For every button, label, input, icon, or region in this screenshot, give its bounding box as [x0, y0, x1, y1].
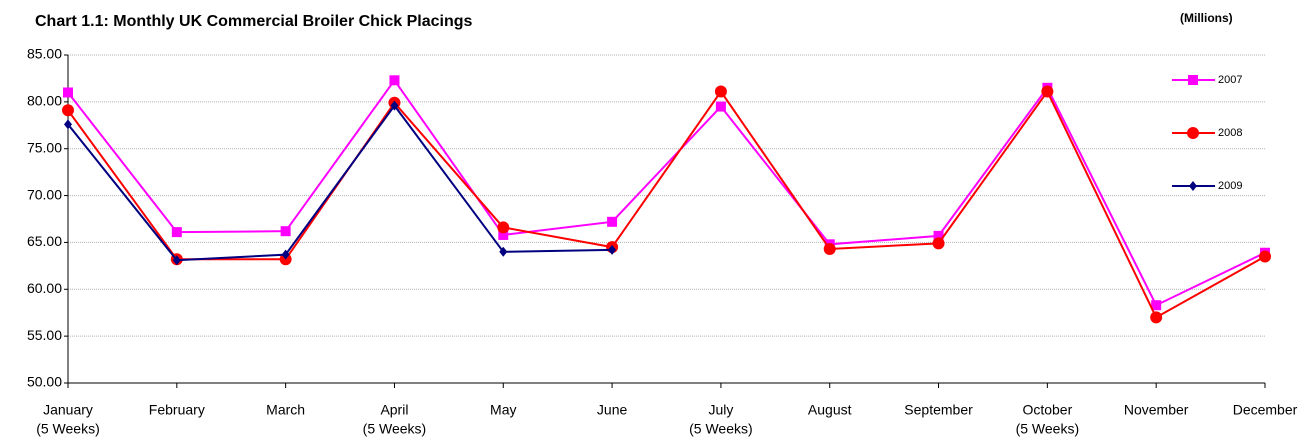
data-point — [1259, 250, 1271, 263]
x-tick-label: July — [708, 402, 733, 418]
y-tick-label: 60.00 — [27, 280, 62, 296]
x-tick-sublabel: (5 Weeks) — [1016, 421, 1080, 437]
data-point — [497, 221, 510, 234]
data-point — [932, 237, 945, 250]
x-tick-sublabel: (5 Weeks) — [36, 421, 100, 437]
y-tick-label: 85.00 — [27, 46, 62, 62]
data-point — [607, 216, 618, 227]
data-point — [933, 230, 944, 241]
data-point — [499, 246, 508, 257]
data-point — [390, 100, 399, 111]
x-tick-label: March — [266, 402, 305, 418]
data-point — [714, 85, 727, 98]
x-tick-sublabel: (5 Weeks) — [363, 421, 427, 437]
data-point — [64, 119, 72, 130]
data-point — [715, 101, 726, 112]
data-point — [281, 249, 290, 260]
x-tick-label: April — [380, 402, 408, 418]
x-tick-label: September — [904, 402, 973, 418]
data-point — [389, 75, 400, 86]
data-point — [63, 87, 73, 98]
y-tick-label: 55.00 — [27, 327, 62, 343]
series-line — [67, 78, 1266, 307]
data-point — [1150, 311, 1163, 324]
x-tick-label: November — [1124, 402, 1189, 418]
y-tick-label: 65.00 — [27, 233, 62, 249]
x-tick-label: June — [597, 402, 628, 418]
data-point — [1041, 85, 1054, 98]
x-tick-label: August — [808, 402, 852, 418]
data-point — [498, 229, 509, 240]
series-line — [67, 89, 1266, 319]
legend-label: 2007 — [1218, 74, 1242, 86]
data-point — [171, 227, 182, 238]
legend-label: 2009 — [1218, 180, 1242, 192]
x-tick-sublabel: (5 Weeks) — [689, 421, 753, 437]
x-tick-label: February — [149, 402, 205, 418]
y-tick-label: 50.00 — [27, 374, 62, 390]
chart-title: Chart 1.1: Monthly UK Commercial Broiler… — [35, 13, 473, 30]
y-tick-label: 80.00 — [27, 93, 62, 109]
y-tick-label: 70.00 — [27, 186, 62, 202]
x-tick-label: May — [490, 402, 516, 418]
legend-label: 2008 — [1218, 127, 1242, 139]
data-point — [608, 244, 617, 255]
data-point — [1151, 300, 1162, 311]
unit-label: (Millions) — [1180, 11, 1233, 25]
series-line — [67, 103, 613, 262]
legend-marker — [1189, 181, 1197, 191]
x-tick-label: October — [1022, 402, 1072, 418]
data-point — [62, 104, 74, 117]
data-point — [823, 242, 836, 255]
data-point — [172, 255, 181, 266]
x-tick-label: December — [1233, 402, 1298, 418]
legend-marker — [1187, 127, 1199, 139]
x-tick-label: January — [43, 402, 93, 418]
y-tick-label: 75.00 — [27, 139, 62, 155]
data-point — [280, 226, 291, 237]
legend-marker — [1188, 75, 1198, 85]
